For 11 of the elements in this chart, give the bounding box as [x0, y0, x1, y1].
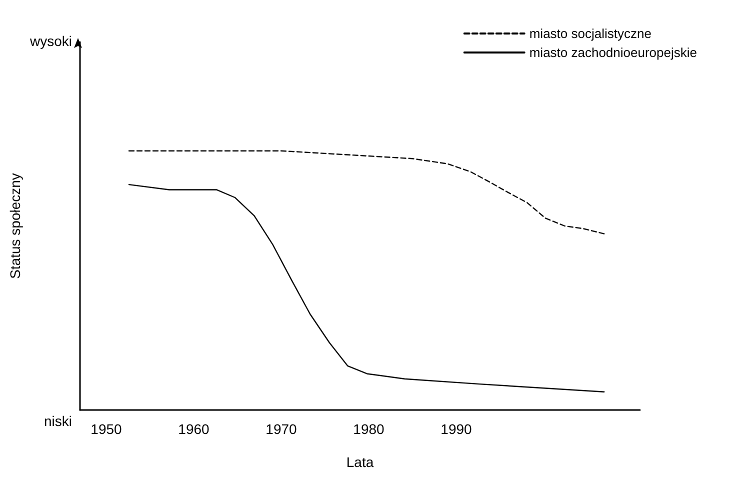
- text: niski: [44, 413, 72, 429]
- text: wysoki: [28, 33, 72, 49]
- x-tick-label: 1990: [440, 421, 472, 437]
- x-tick-label: 1970: [266, 421, 298, 437]
- legend-label: miasto socjalistyczne: [529, 26, 652, 41]
- y-axis-title: Status społeczny: [7, 173, 23, 279]
- x-tick-label: 1960: [178, 421, 210, 437]
- x-tick-label: 1980: [353, 421, 385, 437]
- x-tick-label: 1950: [90, 421, 122, 437]
- x-axis-title: Lata: [346, 454, 374, 470]
- legend-label: miasto zachodnioeuropejskie: [529, 45, 697, 60]
